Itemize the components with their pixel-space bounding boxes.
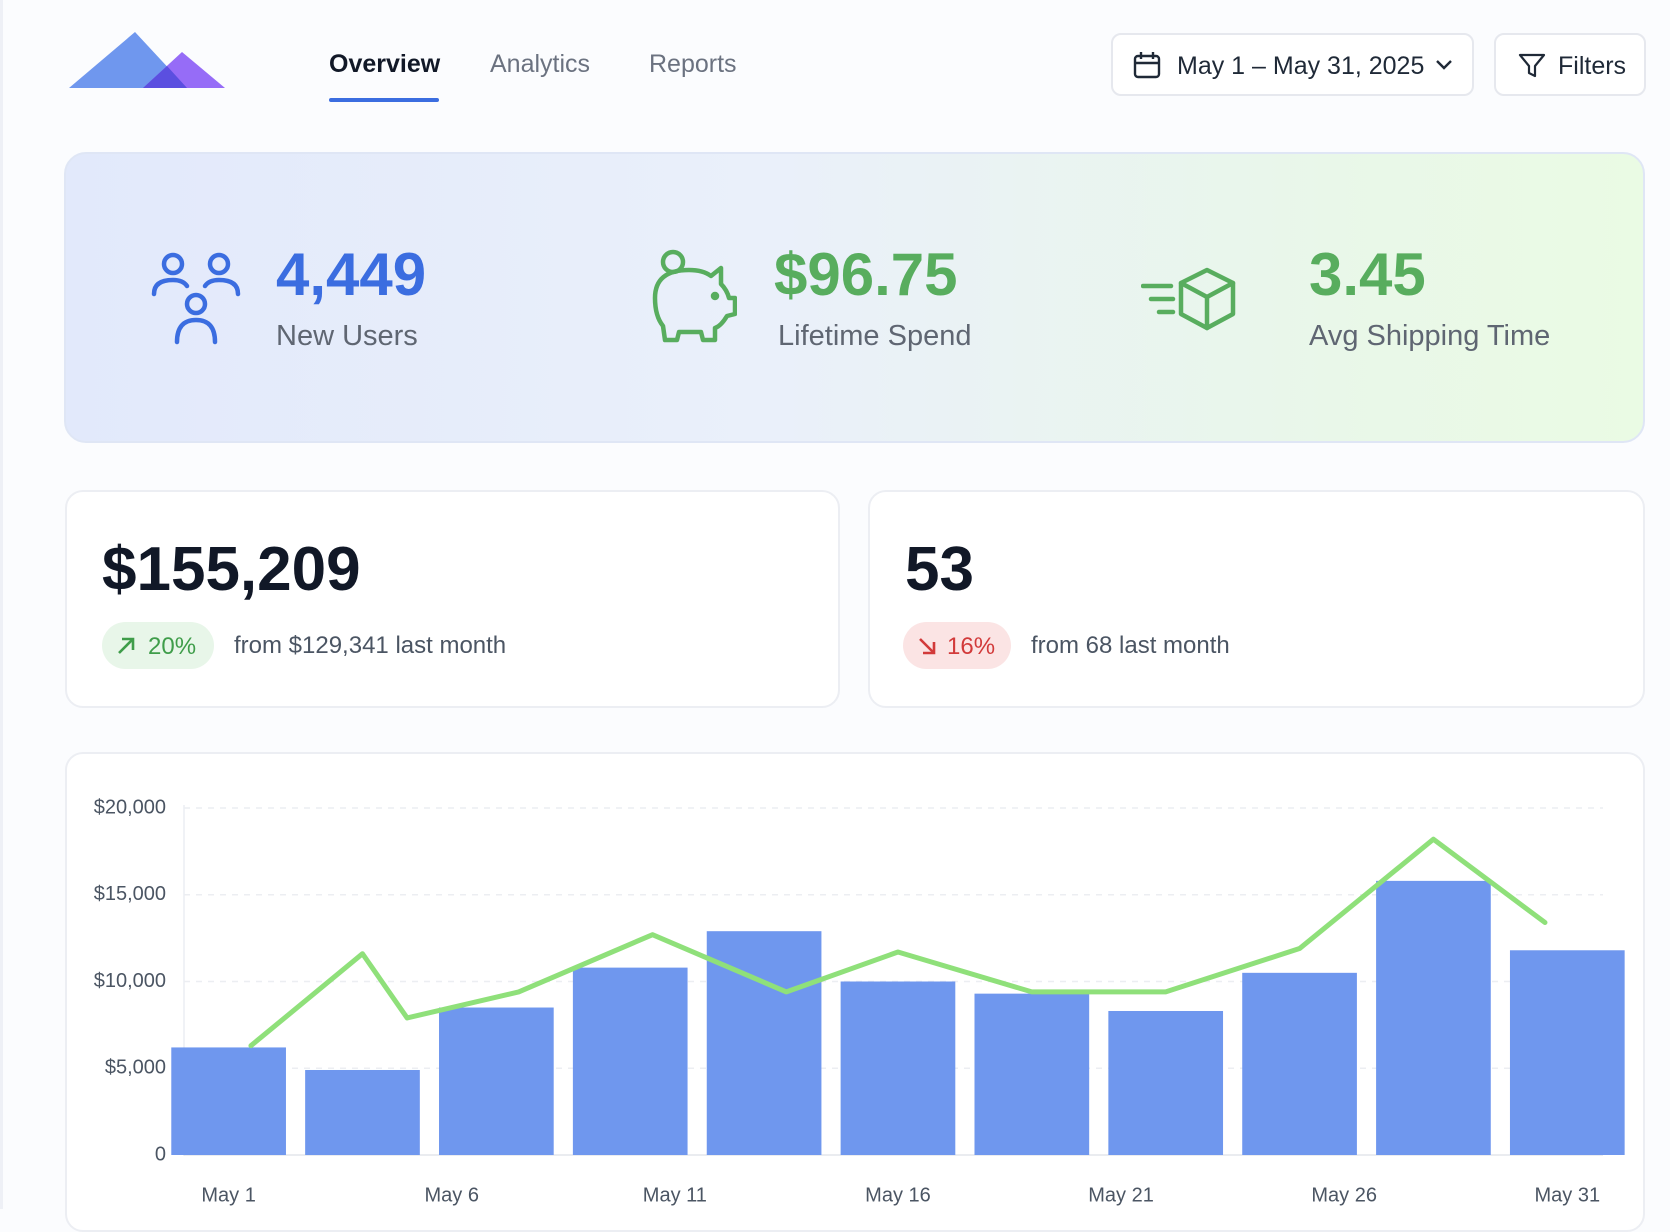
- metric-value: $155,209: [102, 535, 361, 604]
- change-value: 16%: [947, 633, 996, 660]
- change-value: 20%: [148, 633, 197, 660]
- bar: [1376, 880, 1491, 1155]
- up-arrow: [118, 637, 135, 654]
- y-tick-label: $15,000: [94, 883, 166, 905]
- kpi-value: 4,449: [276, 241, 427, 308]
- chart: 0 $5,000 $10,000 $15,000 $20,000 May 1 May 6 Ma…: [94, 796, 1625, 1206]
- piggy-icon: [652, 249, 737, 343]
- tab[interactable]: Reports: [649, 50, 737, 78]
- x-tick-label: May 26: [1311, 1184, 1377, 1206]
- y-tick-label: $20,000: [94, 796, 166, 818]
- y-tick-label: 0: [155, 1143, 166, 1165]
- calendar-icon: [1133, 52, 1161, 79]
- down-arrow: [919, 638, 936, 655]
- x-tick-label: May 16: [865, 1184, 931, 1206]
- metric-value: 53: [905, 535, 974, 604]
- kpi-value: $96.75: [774, 241, 958, 308]
- metric-card: [868, 490, 1645, 708]
- x-tick-label: May 11: [643, 1184, 707, 1206]
- filters-label: Filters: [1558, 52, 1627, 80]
- shipping-icon: [1141, 267, 1236, 331]
- tab[interactable]: Overview: [329, 50, 441, 78]
- x-tick-label: May 21: [1088, 1184, 1154, 1206]
- change-badge: 20%: [102, 622, 214, 669]
- tab-underline: [329, 98, 439, 102]
- x-tick-label: May 1: [201, 1184, 255, 1206]
- metric-card: [65, 490, 840, 708]
- bar: [1242, 972, 1357, 1155]
- filter-icon: [1518, 53, 1546, 78]
- y-tick-label: $10,000: [94, 970, 166, 992]
- chevron: [1436, 60, 1452, 70]
- bar: [1509, 950, 1625, 1155]
- x-tick-label: May 6: [425, 1184, 479, 1206]
- kpi-banner: [64, 152, 1645, 443]
- change-badge: 16%: [903, 622, 1011, 669]
- y-tick-label: $5,000: [105, 1057, 166, 1079]
- bar: [572, 967, 688, 1155]
- kpi-value: 3.45: [1309, 241, 1426, 308]
- filters-button[interactable]: Filters: [1494, 33, 1646, 96]
- change-note: from $129,341 last month: [234, 632, 507, 659]
- kpi-label: Avg Shipping Time: [1309, 320, 1551, 352]
- bar: [840, 981, 956, 1155]
- bar: [1108, 1010, 1224, 1155]
- line: [248, 836, 1548, 1049]
- x-tick-label: May 31: [1535, 1184, 1601, 1206]
- tab[interactable]: Analytics: [490, 50, 591, 78]
- change-note: from 68 last month: [1031, 632, 1230, 659]
- date-picker[interactable]: May 1 – May 31, 2025: [1111, 33, 1474, 96]
- bar: [305, 1069, 420, 1155]
- kpi-label: New Users: [276, 320, 418, 352]
- date-range: May 1 – May 31, 2025: [1177, 52, 1425, 80]
- bar: [439, 1007, 554, 1155]
- bar: [171, 1047, 286, 1155]
- kpi-label: Lifetime Spend: [778, 320, 972, 352]
- logo: [69, 32, 225, 88]
- users-icon: [151, 252, 241, 345]
- bar: [974, 993, 1090, 1155]
